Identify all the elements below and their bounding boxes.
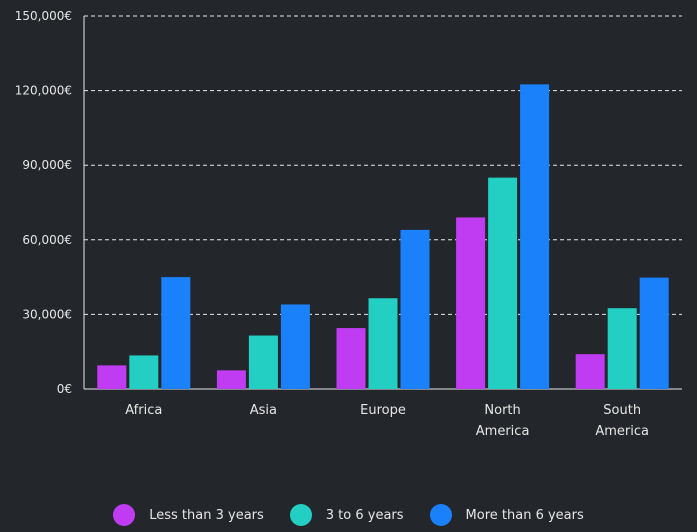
bar bbox=[161, 277, 191, 389]
bar bbox=[368, 298, 398, 389]
bar bbox=[456, 217, 486, 389]
x-tick-label: America bbox=[476, 424, 530, 439]
y-tick-label: 150,000€ bbox=[15, 9, 72, 23]
bar bbox=[607, 308, 637, 389]
legend-label-less-than-3-years: Less than 3 years bbox=[149, 507, 264, 523]
bar bbox=[248, 335, 278, 389]
bar bbox=[520, 84, 550, 389]
bar bbox=[639, 277, 669, 389]
y-tick-label: 30,000€ bbox=[22, 307, 72, 321]
bar bbox=[488, 177, 518, 389]
bar bbox=[216, 370, 246, 389]
y-tick-label: 60,000€ bbox=[22, 233, 72, 247]
bar bbox=[97, 365, 127, 389]
x-tick-label: North bbox=[484, 403, 520, 418]
bar bbox=[280, 304, 310, 389]
legend-swatch-less-than-3-years bbox=[113, 504, 136, 526]
bar-chart: 0€ 30,000€ 60,000€ 90,000€ 120,000€ 150,000€ A… bbox=[15, 9, 682, 439]
legend-item-more-than-6-years[interactable]: More than 6 years bbox=[429, 504, 584, 526]
bar bbox=[129, 355, 159, 389]
y-tick-label: 0€ bbox=[57, 382, 72, 396]
legend-label-more-than-6-years: More than 6 years bbox=[465, 507, 584, 523]
legend-item-less-than-3-years[interactable]: Less than 3 years bbox=[113, 504, 264, 526]
legend-label-3-to-6-years: 3 to 6 years bbox=[325, 507, 404, 523]
legend: Less than 3 years 3 to 6 years More than… bbox=[0, 498, 697, 532]
bar bbox=[575, 354, 605, 389]
legend-swatch-more-than-6-years bbox=[429, 504, 452, 526]
legend-swatch-3-to-6-years bbox=[289, 504, 312, 526]
bar bbox=[336, 328, 366, 389]
y-tick-label: 90,000€ bbox=[22, 158, 72, 172]
x-tick-label: Africa bbox=[125, 403, 162, 418]
x-tick-label: America bbox=[595, 424, 649, 439]
y-tick-label: 120,000€ bbox=[15, 84, 72, 98]
bar bbox=[400, 229, 430, 389]
x-tick-label: Asia bbox=[250, 403, 277, 418]
x-tick-label: Europe bbox=[360, 403, 406, 418]
legend-item-3-to-6-years[interactable]: 3 to 6 years bbox=[289, 504, 404, 526]
x-tick-label: South bbox=[603, 403, 641, 418]
